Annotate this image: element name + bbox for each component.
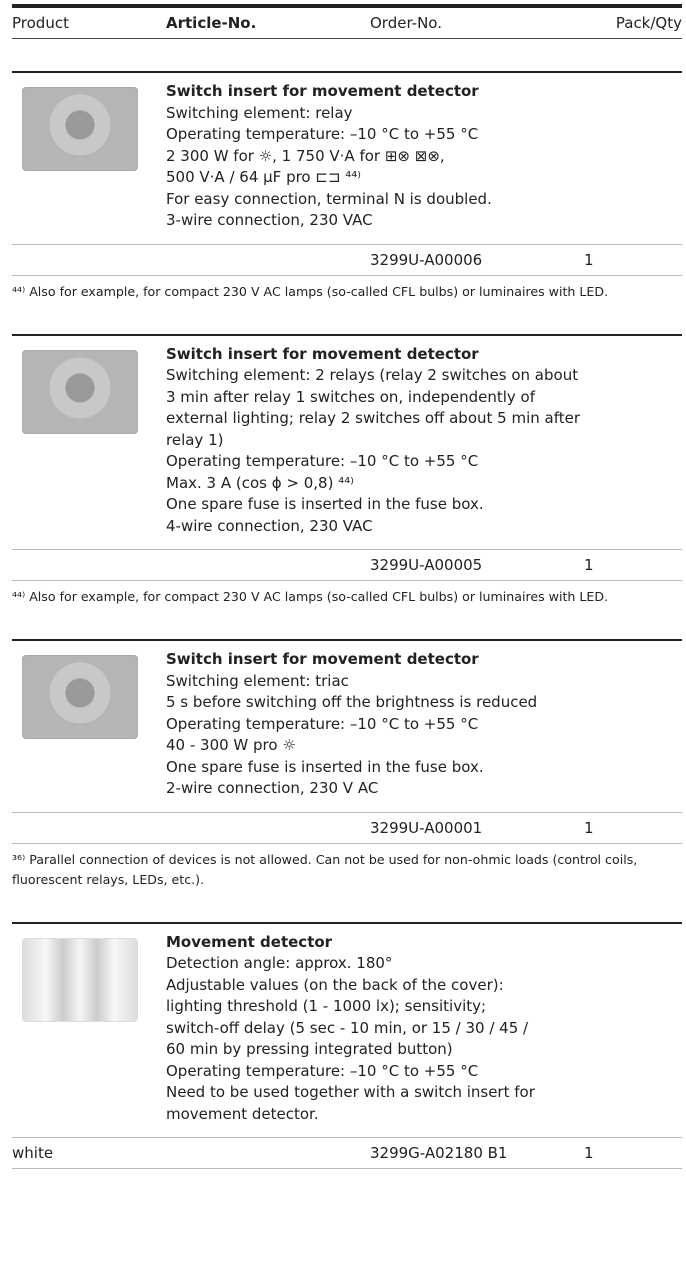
description-line: 2-wire connection, 230 V AC [166,779,379,797]
description-line: One spare fuse is inserted in the fuse b… [166,757,484,776]
description-line: Max. 3 A (cos ϕ > 0,8) ⁴⁴⁾ [166,473,354,492]
description-line: lighting threshold (1 - 1000 lx); sensit… [166,997,487,1015]
product: Switch insert for movement detector Switc… [12,333,682,608]
product-image [22,87,138,171]
product-title: Switch insert for movement detector [166,650,479,668]
column-header: Article-No. [166,14,257,32]
description-line: Operating temperature: –10 °C to +55 °C [166,714,479,733]
product-image [22,937,138,1022]
description-line: 4-wire connection, 230 VAC [166,516,373,535]
footnote: ³⁶⁾ Parallel connection of devices is no… [12,851,638,887]
footnote: ⁴⁴⁾ Also for example, for compact 230 V … [12,589,609,604]
product-image [22,655,138,739]
pack-qty: 1 [584,818,594,837]
product: Switch insert for movement detector Switc… [12,71,682,302]
variant: white [12,1144,54,1162]
product-body: Movement detector Detection angle: approx… [12,924,682,1138]
description-line: Switching element: triac [166,671,349,690]
description-line: Operating temperature: –10 °C to +55 °C [166,125,479,143]
order-row: white 3299G-A02180 B1 1 [12,1137,682,1169]
description-line: One spare fuse is inserted in the fuse b… [166,495,484,513]
pack-qty: 1 [584,250,594,269]
order-row: 3299U-A00001 1 [12,811,682,844]
order-row: 3299U-A00005 1 [12,549,682,581]
description-line: 60 min by pressing integrated button) [166,1040,453,1058]
order-number: 3299U-A00005 [370,556,483,574]
description-line: 40 - 300 W pro ☼ [166,736,296,754]
description-line: 2 300 W for ☼, 1 750 V·A for ⊞⊗ ⊠⊗, [166,146,445,165]
footnote: ⁴⁴⁾ Also for example, for compact 230 V … [12,283,609,299]
description-line: Need to be used together with a switch i… [166,1083,535,1101]
product-body: Switch insert for movement detector Switc… [12,641,682,812]
description-line: switch-off delay (5 sec - 10 min, or 15 … [166,1018,529,1037]
description-line: 500 V·A / 64 µF pro ⊏⊐ ⁴⁴⁾ [166,168,361,186]
page: Product Article-No. Order-No. Pack/Qty S… [12,4,682,1169]
product: Movement detector Detection angle: approx… [12,921,682,1169]
description-line: relay 1) [166,430,224,449]
description-line: 3 min after relay 1 switches on, indepen… [166,387,536,406]
description-line: Switching element: relay [166,103,353,122]
order-number: 3299G-A02180 B1 [370,1144,508,1162]
product-title: Switch insert for movement detector [166,82,479,100]
product-body: Switch insert for movement detector Switc… [12,73,682,244]
column-header: Order-No. [370,14,442,32]
description-line: Detection angle: approx. 180° [166,954,393,972]
column-header: Pack/Qty [615,14,682,32]
description-line: 5 s before switching off the brightness … [166,693,538,711]
product-title: Switch insert for movement detector [166,344,479,363]
description-line: Adjustable values (on the back of the co… [166,975,504,994]
table-header: Product Article-No. Order-No. Pack/Qty [12,4,682,39]
description-line: external lighting; relay 2 switches off … [166,409,581,427]
pack-qty: 1 [584,1144,594,1162]
description-line: Operating temperature: –10 °C to +55 °C [166,452,479,470]
description-line: For easy connection, terminal N is doubl… [166,189,492,208]
product-image [22,349,138,434]
order-row: 3299U-A00006 1 [12,243,682,276]
pack-qty: 1 [584,556,594,574]
order-number: 3299U-A00006 [370,250,483,269]
product-title: Movement detector [166,932,333,951]
product: Switch insert for movement detector Switc… [12,639,682,890]
product-list: Switch insert for movement detector Switc… [12,71,682,1169]
description-line: Operating temperature: –10 °C to +55 °C [166,1061,479,1080]
description-line: 3-wire connection, 230 VAC [166,211,373,229]
column-header: Product [12,14,69,32]
description-line: Switching element: 2 relays (relay 2 swi… [166,366,579,384]
product-body: Switch insert for movement detector Switc… [12,336,682,550]
order-number: 3299U-A00001 [370,818,483,837]
description-line: movement detector. [166,1104,319,1123]
